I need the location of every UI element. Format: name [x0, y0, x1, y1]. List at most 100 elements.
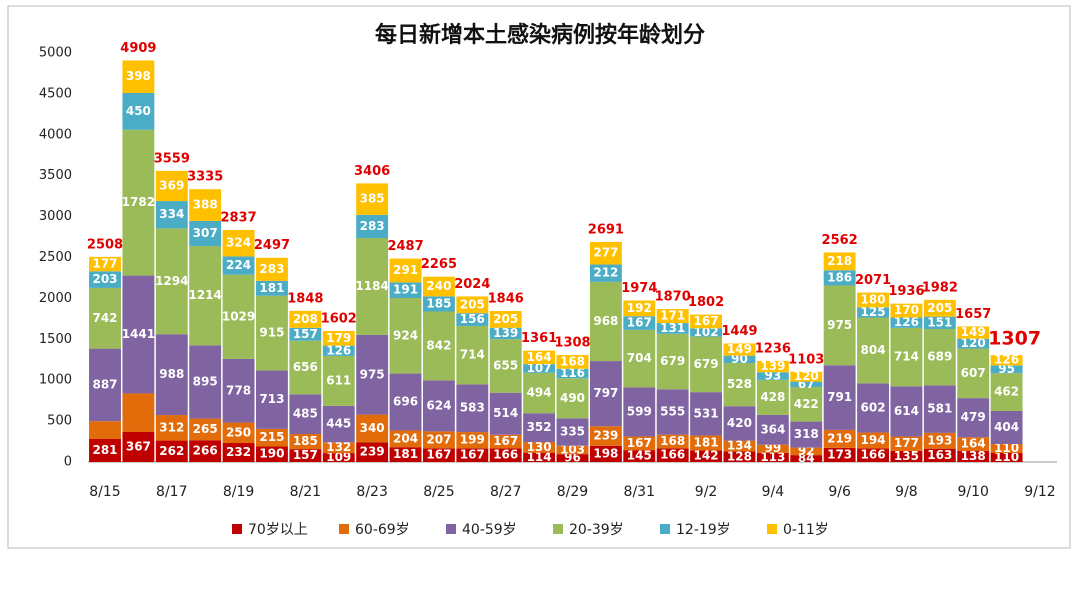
bar-segment: [923, 299, 956, 317]
segment-label: 420: [727, 416, 752, 430]
segment-label: 583: [460, 401, 485, 415]
total-label: 2497: [254, 238, 290, 253]
y-tick-label: 4500: [39, 86, 72, 101]
bar-segment: [289, 449, 322, 462]
bar-segment: [790, 371, 823, 382]
segment-label: 208: [293, 312, 318, 326]
bar-segment: [756, 414, 789, 445]
total-label: 2265: [421, 257, 457, 272]
bar-segment: [189, 220, 222, 247]
segment-label: 120: [961, 336, 986, 350]
total-label: 2837: [220, 210, 256, 225]
total-label: 1602: [321, 311, 357, 326]
bar-segment: [857, 292, 889, 308]
bar-segment: [790, 387, 823, 422]
bar-segment: [556, 454, 589, 462]
bar-segment: [155, 415, 188, 441]
bar-segment: [489, 448, 522, 462]
bar-segment: [489, 327, 522, 340]
segment-label: 1294: [155, 274, 188, 288]
segment-label: 281: [92, 443, 117, 457]
bar-segment: [723, 343, 756, 356]
segment-label: 968: [593, 314, 618, 328]
bar-segment: [957, 338, 990, 349]
segment-label: 126: [994, 353, 1019, 367]
bar-segment: [823, 252, 856, 271]
segment-label: 485: [293, 407, 318, 421]
total-label: 2024: [454, 277, 490, 292]
bar-segment: [422, 380, 455, 432]
bar-segment: [155, 170, 188, 202]
segment-label: 157: [293, 448, 318, 462]
bar-segment: [256, 295, 288, 371]
segment-label: 742: [92, 311, 117, 325]
bar-segment: [990, 365, 1023, 374]
bar-segment: [990, 373, 1023, 411]
segment-label: 157: [293, 327, 318, 341]
total-label: 2508: [87, 237, 123, 252]
segment-label: 149: [727, 342, 752, 356]
bar-segment: [857, 448, 889, 462]
x-tick-label: 9/10: [957, 484, 988, 500]
segment-label: 369: [159, 178, 184, 192]
segment-label: 1029: [222, 309, 255, 323]
segment-label: 277: [593, 246, 618, 260]
bar-segment: [122, 431, 155, 462]
bar-segment: [957, 326, 990, 339]
bar-segment: [256, 257, 288, 281]
bar-segment: [256, 370, 288, 429]
segment-label: 177: [92, 257, 117, 271]
bar-segment: [523, 442, 556, 453]
bar-segment: [489, 310, 522, 328]
segment-label: 145: [627, 449, 652, 463]
bar-segment: [890, 327, 923, 387]
segment-label: 103: [560, 442, 585, 456]
segment-label: 266: [193, 444, 218, 458]
segment-label: 791: [827, 390, 852, 404]
bar-segment: [489, 392, 522, 435]
segment-label: 924: [393, 328, 418, 342]
segment-label: 352: [527, 420, 552, 434]
bar-segment: [589, 241, 622, 265]
segment-label: 224: [226, 258, 251, 272]
segment-label: 555: [660, 404, 685, 418]
bar-segment: [790, 421, 823, 448]
bar-segment: [456, 296, 489, 314]
legend-swatch: [767, 524, 777, 534]
legend-label: 60-69岁: [355, 522, 410, 538]
bar-segment: [589, 445, 622, 462]
bar-segment: [723, 440, 756, 452]
segment-label: 265: [193, 422, 218, 436]
bar-segment: [89, 271, 121, 288]
segment-label: 204: [393, 431, 418, 445]
bar-segment: [422, 276, 455, 297]
segment-label: 185: [426, 296, 451, 310]
segment-label: 1441: [122, 327, 155, 341]
bar-segment: [723, 406, 756, 441]
segment-label: 283: [360, 219, 385, 233]
bar-segment: [957, 348, 990, 399]
x-tick-label: 9/2: [695, 484, 718, 500]
segment-label: 531: [694, 406, 719, 420]
segment-label: 134: [727, 439, 752, 453]
bar-segment: [857, 383, 889, 433]
x-tick-label: 9/6: [828, 484, 851, 500]
segment-label: 167: [493, 434, 518, 448]
bar-segment: [155, 201, 188, 229]
bar-segment: [422, 431, 455, 449]
segment-label: 450: [126, 104, 151, 118]
bar-segment: [356, 238, 389, 335]
segment-label: 205: [927, 301, 952, 315]
x-tick-label: 8/19: [223, 484, 254, 500]
bar-segment: [756, 452, 789, 462]
segment-label: 262: [159, 444, 184, 458]
bar-segment: [456, 432, 489, 449]
bar-segment: [623, 316, 656, 330]
bar-segment: [523, 364, 556, 373]
y-tick-label: 2000: [39, 291, 72, 306]
segment-label: 318: [794, 427, 819, 441]
segment-label: 166: [493, 448, 518, 462]
bar-segment: [990, 444, 1023, 454]
bar-segment: [189, 246, 222, 346]
